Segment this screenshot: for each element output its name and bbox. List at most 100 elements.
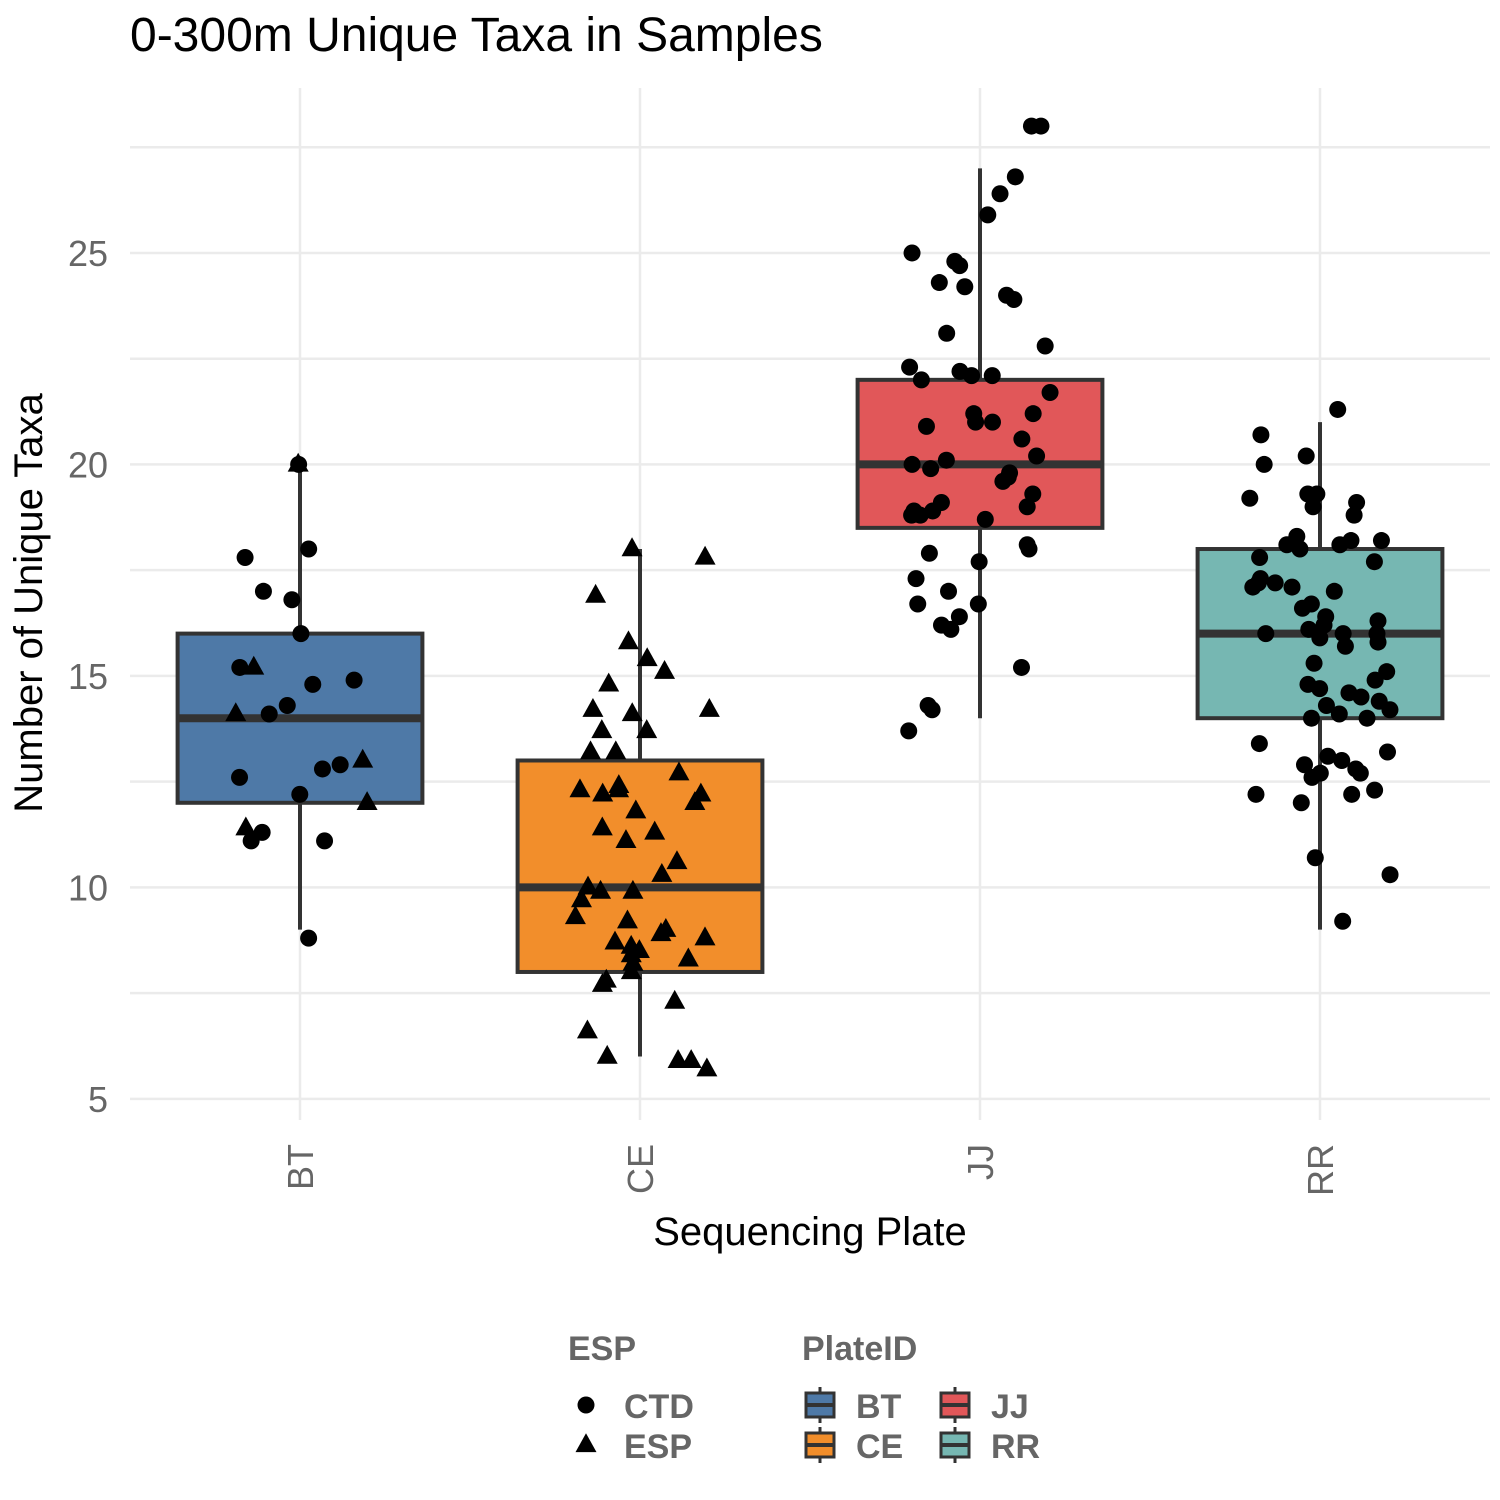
legend-label-rr: RR (991, 1428, 1040, 1466)
data-point-ctd (278, 697, 296, 715)
data-point-ctd (940, 582, 958, 600)
box-ce (515, 549, 765, 1057)
data-point-ctd (1266, 574, 1284, 592)
data-point-ctd (1020, 540, 1038, 558)
data-point-ctd (1345, 506, 1363, 524)
legend-key-triangle (575, 1433, 597, 1453)
data-point-ctd (938, 324, 956, 342)
data-point-ctd (1291, 540, 1309, 558)
data-point-ctd (983, 413, 1001, 431)
data-point-esp (650, 922, 672, 942)
data-point-ctd (1018, 498, 1036, 516)
y-tick-label: 10 (68, 867, 108, 908)
data-point-ctd (1250, 735, 1268, 753)
box-bt (175, 464, 425, 930)
boxes (175, 168, 1445, 1057)
data-point-esp (668, 761, 690, 781)
legend-key-circle (577, 1396, 595, 1414)
data-point-ctd (900, 722, 918, 740)
data-point-esp (680, 1049, 702, 1068)
data-point-ctd (976, 510, 994, 528)
data-point-ctd (950, 608, 968, 626)
data-point-esp (235, 816, 257, 836)
data-point-ctd (967, 413, 985, 431)
data-point-esp (605, 740, 627, 760)
legend-fill-title: PlateID (802, 1330, 917, 1368)
data-point-ctd (1330, 705, 1348, 723)
data-point-esp (677, 947, 699, 967)
data-point-ctd (1022, 117, 1040, 135)
data-point-esp (617, 630, 639, 650)
data-point-ctd (1247, 785, 1265, 803)
data-point-esp (698, 698, 720, 717)
axes: 5 10 15 20 25 BT CE JJ RR (68, 233, 1341, 1196)
data-point-ctd (963, 367, 981, 385)
data-point-ctd (1005, 290, 1023, 308)
data-point-ctd (242, 832, 260, 850)
data-point-ctd (1306, 849, 1324, 867)
legend-key-rr (939, 1427, 971, 1463)
data-point-esp (694, 926, 716, 946)
data-point-ctd (903, 455, 921, 473)
data-point-ctd (922, 460, 940, 478)
data-point-ctd (254, 582, 272, 600)
data-point-ctd (1319, 747, 1337, 765)
legend-key-bt (804, 1387, 836, 1423)
data-point-ctd (1295, 756, 1313, 774)
x-axis-title: Sequencing Plate (653, 1210, 967, 1254)
data-point-esp (352, 748, 374, 768)
data-point-ctd (304, 675, 322, 693)
data-point-ctd (1369, 612, 1387, 630)
data-point-esp (225, 702, 247, 722)
data-point-ctd (909, 595, 927, 613)
legend-label-ctd: CTD (624, 1388, 694, 1426)
data-point-ctd (903, 244, 921, 262)
data-point-esp (644, 820, 666, 840)
data-point-ctd (1041, 384, 1059, 402)
y-tick-label: 5 (88, 1079, 108, 1120)
data-point-ctd (1334, 625, 1352, 643)
y-tick-label: 15 (68, 656, 108, 697)
data-point-ctd (912, 371, 930, 389)
data-point-ctd (1365, 553, 1383, 571)
data-point-ctd (1252, 426, 1270, 444)
data-point-ctd (1302, 709, 1320, 727)
data-point-esp (577, 875, 599, 895)
data-point-ctd (983, 367, 1001, 385)
data-point-ctd (1036, 337, 1054, 355)
data-point-ctd (1369, 633, 1387, 651)
data-point-ctd (292, 625, 310, 643)
data-point-ctd (331, 756, 349, 774)
data-point-ctd (1304, 498, 1322, 516)
data-point-esp (622, 879, 644, 899)
data-point-ctd (903, 506, 921, 524)
data-point-esp (582, 698, 604, 717)
data-point-esp (622, 951, 644, 971)
data-point-ctd (1303, 768, 1321, 786)
data-point-ctd (1305, 654, 1323, 672)
data-point-ctd (231, 768, 249, 786)
data-point-ctd (1334, 912, 1352, 930)
data-point-ctd (970, 553, 988, 571)
data-point-ctd (300, 929, 318, 947)
data-point-ctd (1381, 701, 1399, 719)
data-point-ctd (1028, 447, 1046, 465)
data-point-ctd (923, 701, 941, 719)
data-point-ctd (300, 540, 318, 558)
data-point-esp (664, 989, 686, 1009)
data-point-ctd (937, 451, 955, 469)
data-point-esp (243, 655, 265, 675)
data-point-esp (570, 888, 592, 908)
data-point-esp (654, 659, 676, 679)
data-point-ctd (1358, 709, 1376, 727)
data-point-ctd (1348, 493, 1366, 511)
data-point-ctd (1293, 599, 1311, 617)
data-point-esp (616, 909, 638, 929)
data-point-esp (615, 829, 637, 849)
data-point-esp (636, 719, 658, 739)
data-point-esp (621, 537, 643, 557)
data-point-esp (625, 799, 647, 819)
data-point-ctd (236, 548, 254, 566)
data-point-esp (620, 943, 642, 963)
